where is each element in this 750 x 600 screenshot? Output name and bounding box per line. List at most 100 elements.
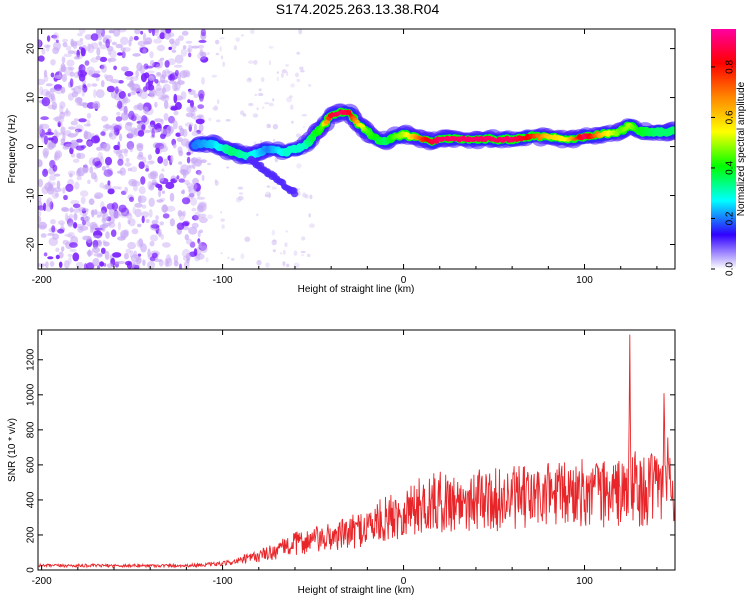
- y-tick-label: -20: [26, 237, 37, 252]
- spectrogram-noise-blob: [187, 44, 193, 53]
- spectrogram-noise-blob: [150, 171, 158, 180]
- spectrogram-ridge-layer: [188, 103, 675, 198]
- spectrogram-noise-blob: [175, 38, 180, 46]
- spectrogram-noise-blob: [86, 83, 92, 88]
- spectrogram-noise-blob: [83, 131, 93, 140]
- spectrogram-noise-blob: [41, 97, 51, 107]
- spectrogram-noise-blob: [147, 70, 155, 74]
- spectrogram-noise-blob: [130, 127, 138, 136]
- spectrogram-noise-blob: [46, 197, 53, 206]
- spectrogram-noise-blob: [178, 178, 185, 183]
- spectrogram-noise-blob: [115, 261, 120, 265]
- spectrogram-noise-blob: [119, 167, 127, 176]
- spectrogram-noise-blob: [41, 186, 49, 195]
- x-tick-label: 100: [576, 576, 593, 587]
- spectrogram-noise-blob: [201, 174, 205, 181]
- spectrogram-noise-blob: [76, 49, 80, 58]
- spectrogram-x-axis-label: Height of straight line (km): [298, 284, 415, 295]
- spectrogram-noise-blob: [93, 253, 103, 257]
- spectrogram-noise-blob: [127, 93, 131, 97]
- spectrogram-noise-blob: [248, 77, 251, 81]
- y-tick-label: 10: [26, 92, 37, 104]
- spectrogram-noise-blob: [101, 224, 106, 232]
- spectrogram-noise-blob: [189, 107, 198, 113]
- spectrogram-noise-blob: [77, 226, 84, 233]
- spectrogram-noise-blob: [168, 46, 172, 51]
- spectrogram-noise-blob: [173, 93, 178, 104]
- spectrogram-noise-blob: [106, 263, 114, 268]
- spectrogram-noise-blob: [184, 179, 190, 185]
- spectrogram-noise-blob: [81, 89, 85, 97]
- spectrogram-noise-blob: [38, 78, 46, 86]
- spectrogram-noise-blob: [129, 146, 133, 153]
- spectrogram-noise-blob: [155, 215, 160, 221]
- spectrogram-noise-blob: [154, 101, 158, 108]
- spectrogram-noise-blob: [162, 204, 168, 213]
- spectrogram-noise-blob: [38, 39, 42, 48]
- spectrogram-noise-blob: [162, 95, 169, 99]
- spectrogram-noise-blob: [181, 197, 191, 205]
- spectrogram-noise-blob: [82, 219, 87, 226]
- spectrogram-noise-blob: [61, 246, 65, 252]
- spectrogram-noise-blob: [93, 70, 101, 74]
- spectrogram-noise-blob: [77, 32, 83, 37]
- spectrogram-noise-blob: [70, 199, 80, 205]
- spectrogram-noise-blob: [65, 45, 72, 51]
- spectrogram-noise-blob: [169, 192, 175, 202]
- spectrogram-noise-blob: [60, 86, 66, 94]
- spectrogram-noise-blob: [78, 118, 87, 123]
- spectrogram-noise-blob: [237, 186, 244, 190]
- spectrogram-noise-blob: [112, 252, 122, 258]
- spectrogram-noise-blob: [235, 197, 242, 203]
- spectrogram-noise-blob: [235, 37, 241, 42]
- spectrogram-noise-blob: [49, 261, 55, 267]
- spectrogram-noise-blob: [192, 177, 199, 185]
- snr-x-ticks: -200 -100 0 100: [32, 330, 658, 587]
- spectrogram-noise-blob: [302, 125, 306, 129]
- spectrogram-noise-blob: [92, 258, 100, 267]
- spectrogram-noise-blob: [76, 176, 82, 181]
- spectrogram-noise-blob: [186, 252, 191, 261]
- spectrogram-noise-blob: [216, 119, 221, 123]
- spectrogram-noise-blob: [76, 152, 81, 159]
- spectrogram-noise-blob: [164, 258, 168, 267]
- spectrogram-noise-blob: [117, 221, 121, 231]
- spectrogram-noise-blob: [190, 197, 198, 206]
- spectrogram-noise-blob: [94, 209, 98, 216]
- spectrogram-noise-blob: [200, 29, 206, 37]
- spectrogram-noise-blob: [276, 76, 279, 82]
- spectrogram-noise-blob: [78, 207, 87, 212]
- spectrogram-noise-blob: [49, 201, 54, 210]
- spectrogram-noise-blob: [101, 217, 107, 224]
- spectrogram-branch-blob: [290, 190, 299, 198]
- spectrogram-noise-blob: [286, 263, 290, 268]
- spectrogram-noise-blob: [161, 70, 167, 79]
- spectrogram-noise-blob: [58, 70, 62, 78]
- spectrogram-noise-blob: [174, 82, 181, 90]
- spectrogram-noise-blob: [197, 213, 207, 218]
- snr-y-ticks: 0 200 400 600 800 1000 1200: [26, 348, 675, 573]
- spectrogram-noise-blob: [186, 106, 196, 113]
- spectrogram-noise-blob: [91, 73, 101, 78]
- spectrogram-noise-blob: [100, 247, 106, 254]
- spectrogram-noise-blob: [166, 257, 173, 267]
- y-tick-label: 200: [26, 526, 37, 543]
- spectrogram-noise-blob: [142, 33, 147, 42]
- spectrogram-noise-blob: [101, 115, 109, 122]
- spectrogram-noise-blob: [131, 228, 139, 235]
- spectrogram-noise-blob: [248, 102, 254, 107]
- spectrogram-noise-blob: [272, 249, 276, 253]
- spectrogram-noise-blob: [156, 44, 165, 52]
- spectrogram-noise-blob: [301, 254, 304, 257]
- spectrogram-noise-blob: [91, 209, 95, 218]
- spectrogram-noise-blob: [67, 133, 77, 138]
- spectrogram-noise-blob: [72, 158, 80, 163]
- spectrogram-noise-blob: [139, 91, 149, 99]
- y-tick-label: 20: [26, 43, 37, 55]
- spectrogram-noise-blob: [244, 236, 251, 242]
- spectrogram-noise-blob: [61, 206, 69, 212]
- spectrogram-noise-blob: [239, 110, 245, 115]
- spectrogram-noise-blob: [298, 29, 303, 35]
- spectrogram-noise-blob: [67, 50, 75, 55]
- spectrogram-noise-blob: [258, 88, 262, 92]
